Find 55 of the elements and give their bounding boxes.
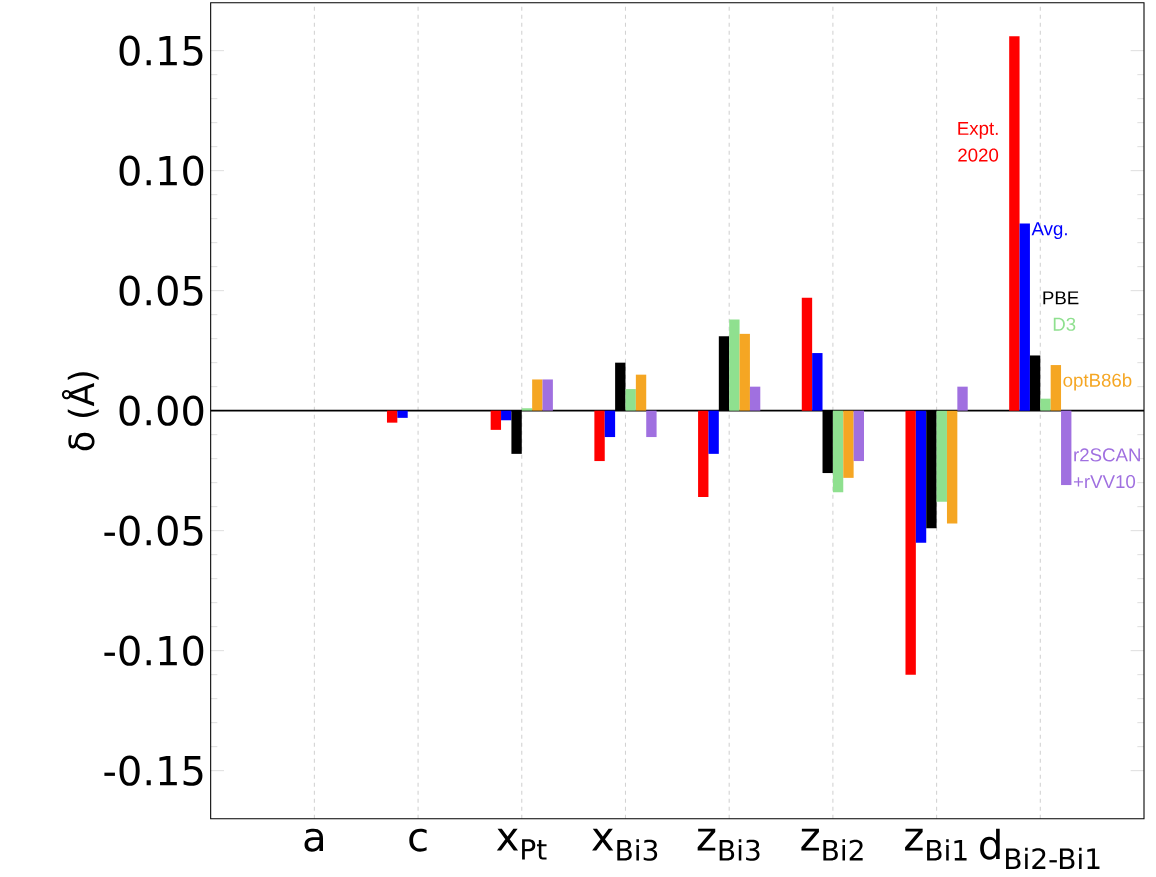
bar bbox=[1061, 410, 1072, 485]
bar bbox=[957, 386, 968, 411]
text: D3 bbox=[1053, 317, 1076, 331]
y-tick-label: -0.15 bbox=[104, 755, 203, 786]
series-label: Expt. 2020 bbox=[958, 121, 999, 162]
series-label: r2SCAN +rVV10 bbox=[1073, 448, 1140, 489]
bar bbox=[812, 352, 823, 411]
bar bbox=[708, 410, 719, 454]
bar bbox=[501, 410, 512, 421]
x-tick-label: c bbox=[409, 828, 427, 852]
x-tick-label: z$_{Bi2}$ bbox=[801, 828, 863, 861]
bar bbox=[729, 319, 740, 411]
y-tick-label: 0.15 bbox=[119, 35, 203, 66]
bar bbox=[739, 333, 750, 411]
bar bbox=[625, 388, 636, 411]
x-tick-label: x$_{Pt}$ bbox=[496, 828, 547, 860]
bar bbox=[1050, 364, 1062, 411]
bar bbox=[915, 410, 927, 543]
bar bbox=[1040, 398, 1051, 411]
x-tick-label: z$_{Bi3}$ bbox=[697, 828, 760, 861]
y-tick-label: 0.00 bbox=[119, 395, 204, 426]
bar bbox=[604, 410, 616, 437]
bar bbox=[542, 379, 553, 411]
x-tick-label: x$_{Bi3}$ bbox=[592, 828, 658, 861]
series-label: optB86b bbox=[1063, 373, 1132, 391]
bar bbox=[521, 408, 533, 411]
bar bbox=[946, 410, 958, 524]
y-axis-title: δ (Å) bbox=[61, 372, 99, 451]
bar bbox=[936, 410, 947, 502]
bar bbox=[1009, 36, 1020, 411]
bar bbox=[1029, 355, 1041, 411]
bar bbox=[635, 374, 647, 411]
y-tick-label: -0.05 bbox=[104, 515, 203, 546]
bar bbox=[832, 410, 844, 493]
series-label: Avg. bbox=[1031, 222, 1067, 239]
bar bbox=[749, 386, 761, 411]
bar bbox=[843, 410, 854, 478]
bar bbox=[594, 410, 605, 461]
x-tick-label: z$_{Bi1}$ bbox=[905, 828, 967, 861]
bar bbox=[801, 297, 813, 411]
bar bbox=[1019, 223, 1030, 411]
y-tick-label: 0.05 bbox=[119, 275, 203, 306]
y-tick-label: -0.10 bbox=[104, 635, 204, 666]
bar bbox=[698, 410, 709, 497]
x-tick-label: d$_{Bi2-Bi1}$ bbox=[980, 828, 1100, 869]
bar bbox=[386, 410, 398, 423]
text: PBE bbox=[1043, 291, 1079, 305]
bar bbox=[532, 379, 543, 411]
bar bbox=[853, 410, 864, 461]
bar bbox=[490, 410, 502, 430]
bar bbox=[646, 410, 657, 437]
y-tick-label: 0.10 bbox=[119, 155, 204, 186]
bar bbox=[397, 410, 408, 418]
bar bbox=[905, 410, 916, 675]
x-tick-label: a bbox=[304, 828, 324, 852]
